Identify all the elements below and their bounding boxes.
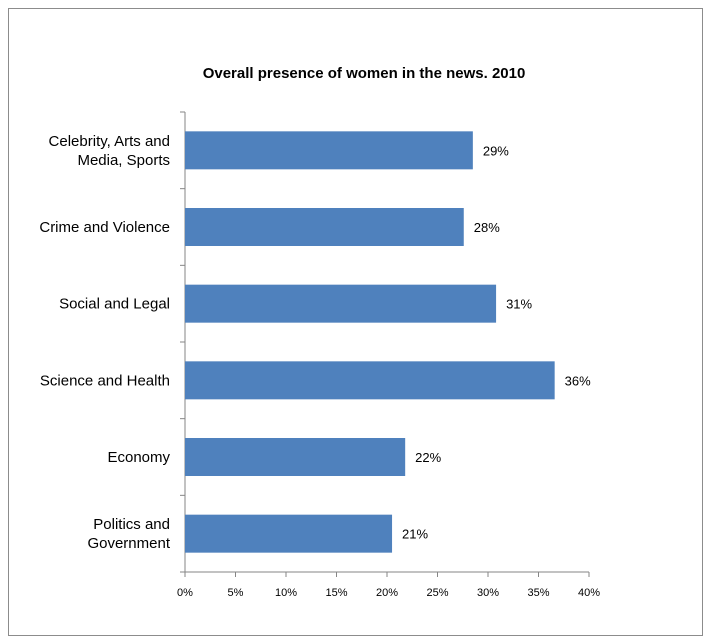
bar xyxy=(185,131,473,170)
data-label: 22% xyxy=(415,450,441,465)
x-tick-label: 0% xyxy=(177,587,193,599)
bar xyxy=(185,361,555,400)
x-tick-label: 35% xyxy=(527,587,549,599)
category-label: Science and Health xyxy=(40,372,170,389)
x-tick-label: 20% xyxy=(376,587,398,599)
x-tick-label: 10% xyxy=(275,587,297,599)
x-tick-label: 30% xyxy=(477,587,499,599)
category-label: Social and Legal xyxy=(59,296,170,313)
x-tick-label: 25% xyxy=(426,587,448,599)
x-tick-label: 5% xyxy=(228,587,244,599)
data-label: 28% xyxy=(474,220,500,235)
bar xyxy=(185,514,393,553)
category-label: Celebrity, Arts and Media, Sports xyxy=(49,133,170,169)
data-label: 21% xyxy=(402,527,428,542)
bar xyxy=(185,438,406,476)
data-label: 31% xyxy=(506,297,532,312)
bar xyxy=(185,208,464,246)
chart-title: Overall presence of women in the news. 2… xyxy=(203,65,526,82)
data-label: 29% xyxy=(483,143,509,158)
bar xyxy=(185,284,497,323)
category-label: Economy xyxy=(107,449,170,466)
data-label: 36% xyxy=(565,373,591,388)
x-tick-label: 40% xyxy=(578,587,600,599)
x-tick-label: 15% xyxy=(325,587,347,599)
category-label: Crime and Violence xyxy=(39,219,170,236)
category-label: Politics and Government xyxy=(87,516,170,552)
